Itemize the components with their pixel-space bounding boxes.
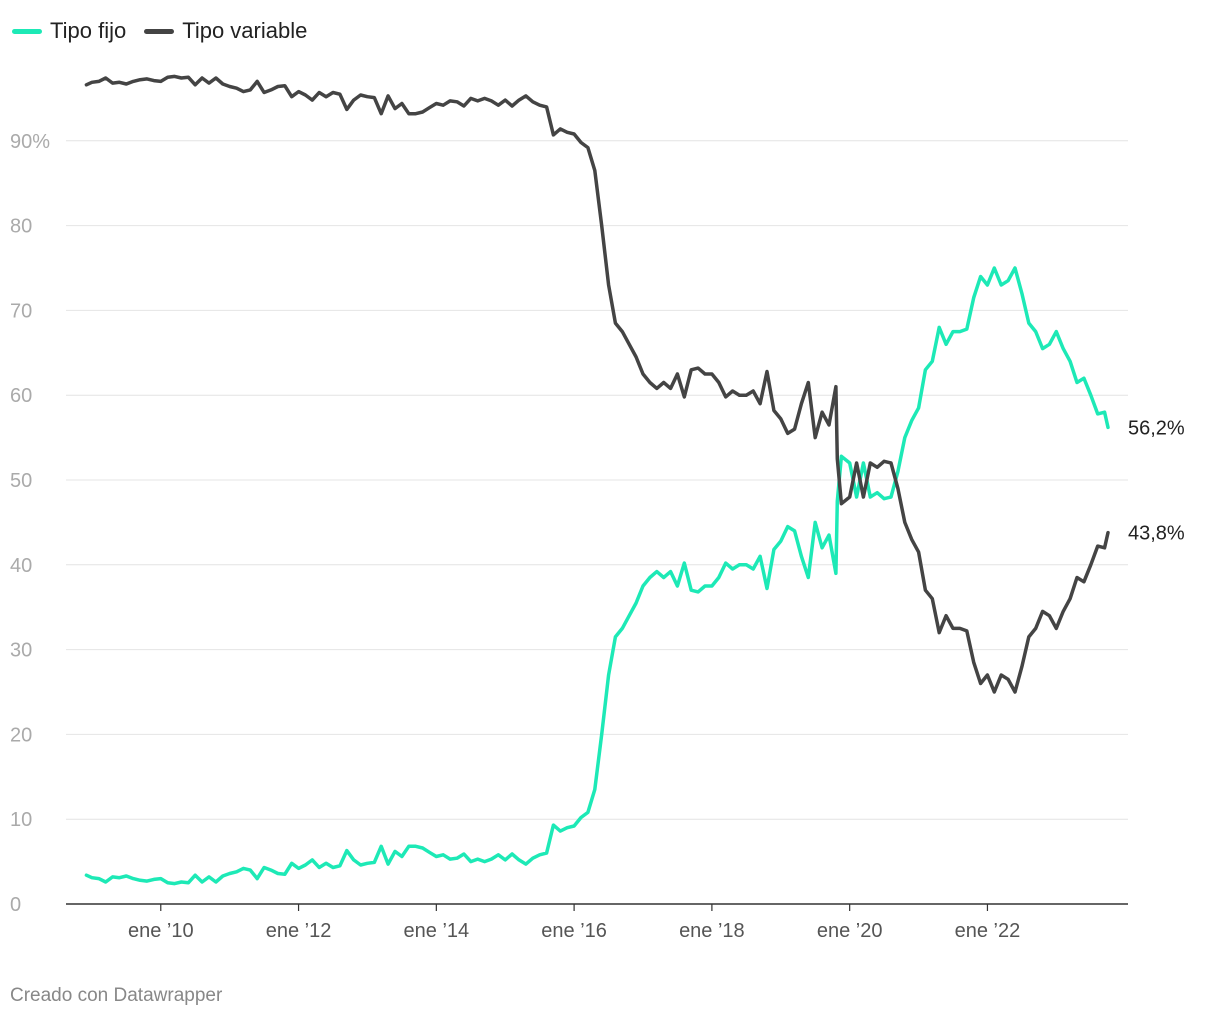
x-tick-label-2014: ene ’14 <box>404 920 470 942</box>
legend-swatch-tipo-variable <box>144 28 175 34</box>
x-tick-label-2020: ene ’20 <box>817 920 883 942</box>
y-tick-label-0: 0 <box>10 894 21 916</box>
legend-label-tipo-variable: Tipo variable <box>182 18 308 43</box>
x-tick-label-2010: ene ’10 <box>128 920 194 942</box>
footer-credit: Creado con Datawrapper <box>10 985 223 1006</box>
x-tick-label-2016: ene ’16 <box>541 920 607 942</box>
end-label-tipo-variable: 43,8% <box>1128 523 1185 545</box>
x-tick-label-2018: ene ’18 <box>679 920 745 942</box>
gridlines <box>66 140 1128 820</box>
y-tick-label-70: 70 <box>10 300 32 322</box>
series-line-tipo-fijo <box>84 266 1110 886</box>
y-tick-label-30: 30 <box>10 640 32 662</box>
x-axis: ene ’10 ene ’12 ene ’14 ene ’16 ene ’18 ene ’… <box>66 903 1128 942</box>
legend-swatch-tipo-fijo <box>12 28 42 34</box>
end-label-tipo-fijo: 56,2% <box>1128 417 1185 439</box>
y-tick-label-60: 60 <box>10 385 32 407</box>
legend-label-tipo-fijo: Tipo fijo <box>50 18 127 43</box>
y-tick-label-20: 20 <box>10 724 32 746</box>
end-labels: 56,2% 43,8% <box>1128 417 1185 544</box>
y-tick-label-10: 10 <box>10 809 32 831</box>
x-tick-label-2012: ene ’12 <box>266 920 332 942</box>
legend-item-tipo-variable: Tipo variable <box>144 18 307 44</box>
y-tick-label-80: 80 <box>10 216 32 238</box>
y-axis-ticks: 90% 80 70 60 50 40 30 20 10 0 <box>10 131 50 916</box>
series-lines <box>84 74 1110 886</box>
y-tick-label-40: 40 <box>10 555 32 577</box>
y-tick-label-50: 50 <box>10 470 32 492</box>
series-line-tipo-variable <box>84 74 1110 694</box>
legend-item-tipo-fijo: Tipo fijo <box>12 18 126 44</box>
chart-legend: Tipo fijo Tipo variable <box>12 18 325 44</box>
y-tick-label-90: 90% <box>10 131 50 153</box>
x-tick-label-2022: ene ’22 <box>955 920 1021 942</box>
